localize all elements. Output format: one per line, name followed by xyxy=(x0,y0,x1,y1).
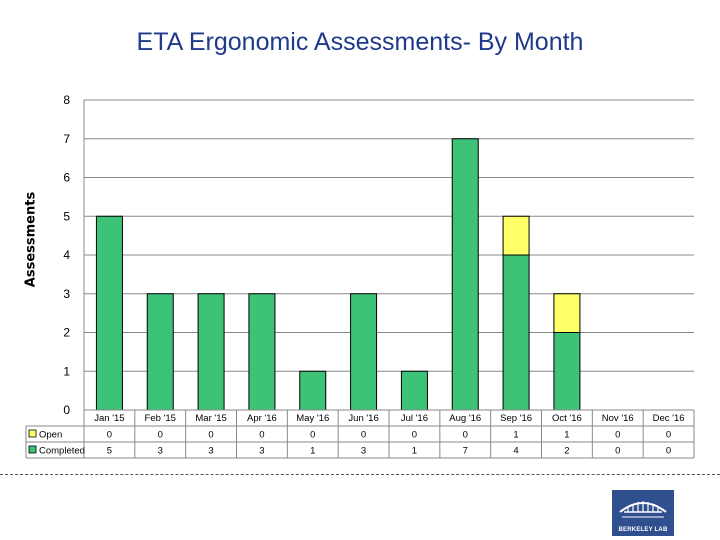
data-label: 0 xyxy=(361,430,366,441)
y-tick-label: 6 xyxy=(63,171,70,185)
bar-completed xyxy=(451,138,479,411)
data-label: 0 xyxy=(666,446,671,457)
y-tick-label: 1 xyxy=(63,364,70,378)
data-label: 0 xyxy=(463,430,468,441)
data-label: 2 xyxy=(564,446,569,457)
bar-completed xyxy=(350,293,378,411)
legend-label: Completed xyxy=(39,446,85,457)
x-tick-label: Aug '16 xyxy=(449,413,481,424)
legend-label: Open xyxy=(39,430,62,441)
logo-text: BERKELEY LAB xyxy=(618,527,668,533)
data-label: 7 xyxy=(463,446,468,457)
bar-completed xyxy=(400,370,428,411)
bar-open xyxy=(502,215,530,256)
x-tick-label: Jul '16 xyxy=(401,413,428,424)
x-tick-label: Feb '15 xyxy=(145,413,176,424)
bar-open xyxy=(553,293,581,333)
data-label: 0 xyxy=(208,430,213,441)
data-label: 3 xyxy=(158,446,163,457)
data-label: 0 xyxy=(615,446,620,457)
x-tick-label: Jan '15 xyxy=(94,413,124,424)
x-tick-label: May '16 xyxy=(296,413,329,424)
footer-divider xyxy=(0,474,720,475)
bar-completed xyxy=(248,293,276,411)
data-label: 0 xyxy=(412,430,417,441)
x-tick-label: Sep '16 xyxy=(500,413,532,424)
y-tick-label: 0 xyxy=(63,403,70,417)
bar-completed xyxy=(553,332,581,411)
data-label: 0 xyxy=(158,430,163,441)
bar-completed xyxy=(502,254,530,411)
data-label: 0 xyxy=(310,430,315,441)
data-label: 0 xyxy=(107,430,112,441)
y-tick-label: 4 xyxy=(63,248,70,262)
data-label: 1 xyxy=(564,430,569,441)
x-tick-label: Dec '16 xyxy=(653,413,685,424)
x-tick-label: Nov '16 xyxy=(602,413,634,424)
data-label: 3 xyxy=(361,446,366,457)
data-label: 1 xyxy=(310,446,315,457)
data-label: 3 xyxy=(208,446,213,457)
data-label: 0 xyxy=(615,430,620,441)
x-tick-label: Jun '16 xyxy=(348,413,378,424)
data-label: 0 xyxy=(259,430,264,441)
data-label: 5 xyxy=(107,446,112,457)
legend-swatch xyxy=(28,429,37,438)
y-tick-label: 2 xyxy=(63,326,70,340)
bar-completed xyxy=(146,293,174,411)
data-label: 0 xyxy=(666,430,671,441)
building-icon xyxy=(619,501,667,518)
data-label: 1 xyxy=(513,430,518,441)
y-tick-label: 3 xyxy=(63,287,70,301)
x-tick-label: Mar '15 xyxy=(195,413,226,424)
y-tick-label: 5 xyxy=(63,209,70,223)
x-tick-label: Oct '16 xyxy=(552,413,582,424)
bar-completed xyxy=(95,215,123,411)
chart-title: ETA Ergonomic Assessments- By Month xyxy=(136,28,584,56)
data-label: 4 xyxy=(513,446,518,457)
data-label: 1 xyxy=(412,446,417,457)
data-label: 3 xyxy=(259,446,264,457)
legend-swatch xyxy=(28,445,37,454)
berkeley-lab-logo: BERKELEY LAB xyxy=(612,490,674,536)
bar-completed xyxy=(197,293,225,411)
y-tick-label: 8 xyxy=(63,93,70,107)
bar-completed xyxy=(299,370,327,411)
x-tick-label: Apr '16 xyxy=(247,413,277,424)
y-tick-label: 7 xyxy=(63,132,70,146)
